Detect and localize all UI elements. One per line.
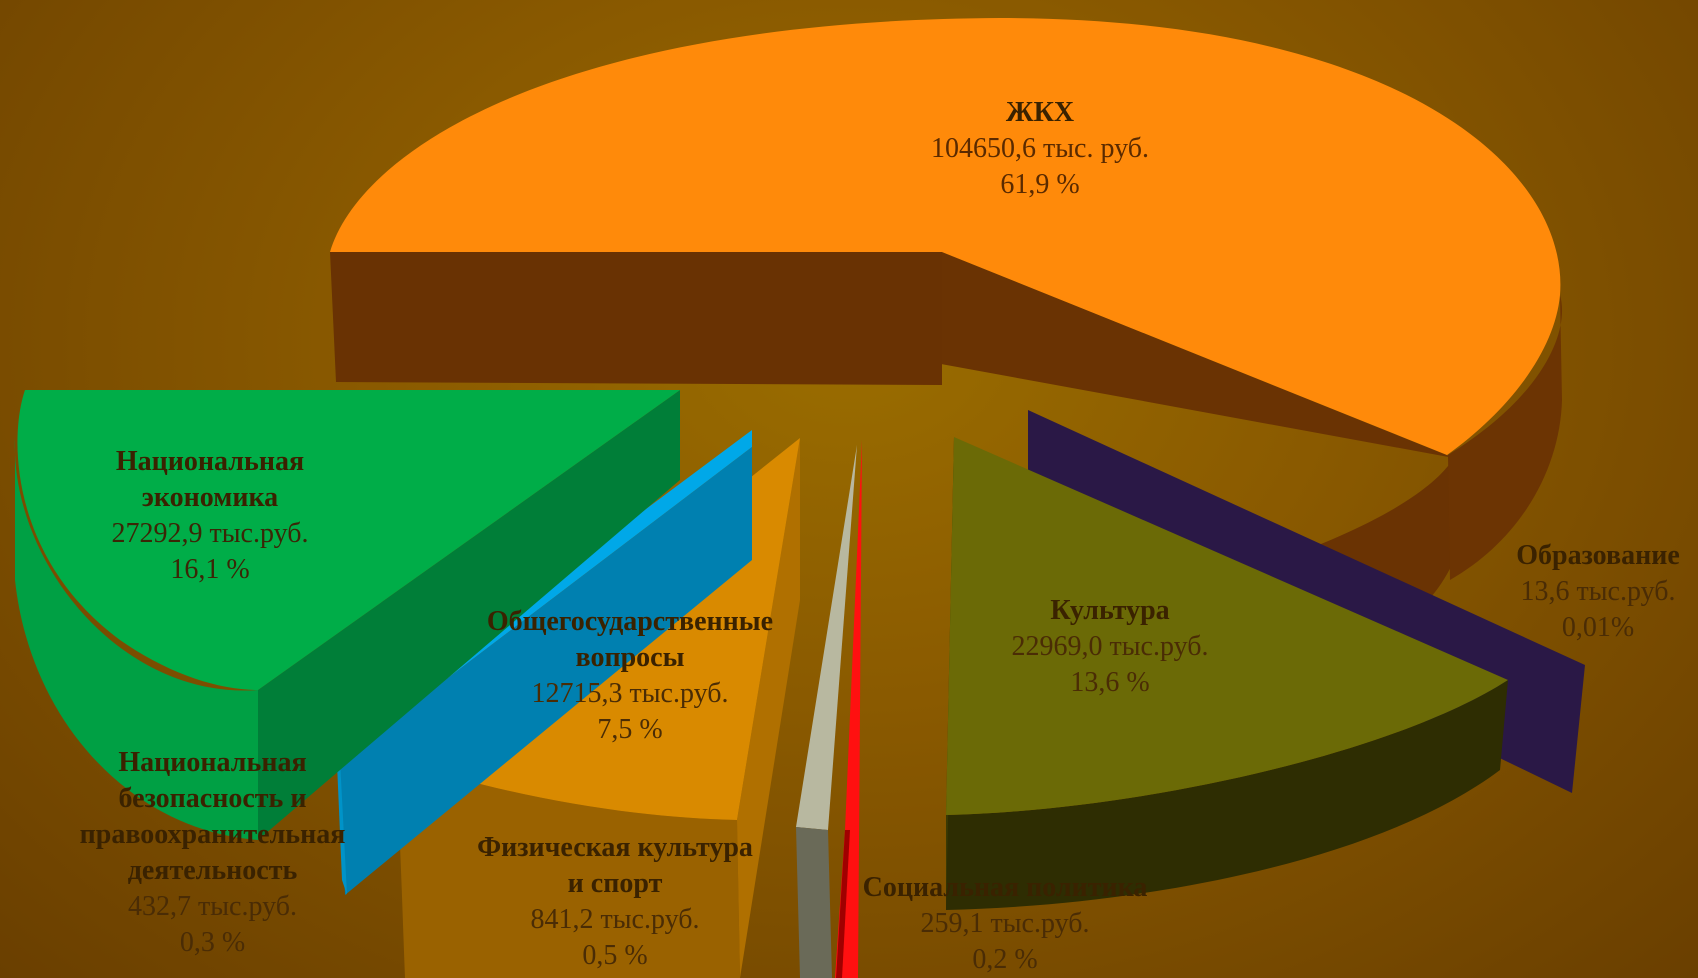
- label-natbez-value: 432,7 тыс.руб.: [128, 891, 297, 922]
- slice-social-side: [836, 830, 850, 978]
- label-natbez-name-line2: безопасность и: [118, 783, 307, 814]
- label-social-percent: 0,2 %: [972, 944, 1038, 975]
- label-fizkult-percent: 0,5 %: [582, 940, 648, 971]
- label-fizkult-name-line1: Физическая культура: [477, 832, 753, 863]
- label-obshchegos: Общегосударственные вопросы 12715,3 тыс.…: [465, 604, 795, 748]
- slice-kultura-top: [946, 437, 1508, 815]
- slice-social: [835, 440, 862, 978]
- label-natbez: Национальная безопасность и правоохранит…: [60, 745, 365, 961]
- label-kultura: Культура 22969,0 тыс.руб. 13,6 %: [960, 593, 1260, 701]
- slice-fizkult-side: [796, 827, 832, 978]
- slice-natekon-side: [14, 438, 258, 840]
- label-obrazovanie-percent: 0,01%: [1561, 612, 1635, 643]
- slice-zhkh-top: [330, 18, 1561, 455]
- slice-natbez-edge: [336, 740, 347, 895]
- label-natekon-name-line1: Национальная: [115, 446, 305, 477]
- label-natekon: Национальная экономика 27292,9 тыс.руб. …: [60, 444, 360, 588]
- label-obshchegos-name-line1: Общегосударственные: [486, 606, 774, 637]
- label-natekon-value: 27292,9 тыс.руб.: [111, 518, 309, 549]
- label-obrazovanie-value: 13,6 тыс.руб.: [1520, 576, 1676, 607]
- label-natekon-name-line2: экономика: [141, 482, 279, 513]
- label-fizkult: Физическая культура и спорт 841,2 тыс.ру…: [455, 830, 775, 974]
- label-kultura-value: 22969,0 тыс.руб.: [1011, 631, 1209, 662]
- slice-natekon-right-side: [258, 390, 680, 840]
- slice-zhkh-front-side: [330, 252, 942, 385]
- slice-natekon-top: [17, 390, 681, 690]
- label-obrazovanie-name: Образование: [1516, 540, 1680, 571]
- label-natekon-percent: 16,1 %: [170, 554, 250, 585]
- slice-natbez-side: [340, 447, 752, 895]
- label-obrazovanie: Образование 13,6 тыс.руб. 0,01%: [1505, 538, 1691, 646]
- slice-obshchegos-side: [396, 760, 740, 978]
- label-zhkh-percent: 61,9 %: [1000, 169, 1080, 200]
- label-zhkh-value: 104650,6 тыс. руб.: [931, 133, 1149, 164]
- label-kultura-percent: 13,6 %: [1070, 667, 1150, 698]
- label-natbez-percent: 0,3 %: [179, 927, 246, 958]
- label-obshchegos-name-line2: вопросы: [575, 642, 685, 673]
- label-fizkult-value: 841,2 тыс.руб.: [530, 904, 700, 935]
- label-zhkh-name: ЖКХ: [1005, 97, 1075, 128]
- slice-kultura-side: [946, 680, 1508, 910]
- slice-zhkh-rim: [1448, 295, 1563, 580]
- label-social: Социальная политика 259,1 тыс.руб. 0,2 %: [840, 870, 1170, 978]
- label-fizkult-name-line2: и спорт: [567, 868, 663, 899]
- label-zhkh: ЖКХ 104650,6 тыс. руб. 61,9 %: [880, 95, 1200, 203]
- label-social-value: 259,1 тыс.руб.: [920, 908, 1090, 939]
- label-obshchegos-percent: 7,5 %: [597, 714, 663, 745]
- label-natbez-name-line4: деятельность: [127, 855, 298, 886]
- slice-fizkult-top: [796, 445, 857, 830]
- label-kultura-name: Культура: [1050, 595, 1170, 626]
- slice-obshchegos-right: [737, 438, 800, 978]
- label-social-name: Социальная политика: [862, 872, 1148, 903]
- label-natbez-name-line1: Национальная: [118, 747, 307, 778]
- label-natbez-name-line3: правоохранительная: [79, 819, 346, 850]
- label-obshchegos-value: 12715,3 тыс.руб.: [531, 678, 729, 709]
